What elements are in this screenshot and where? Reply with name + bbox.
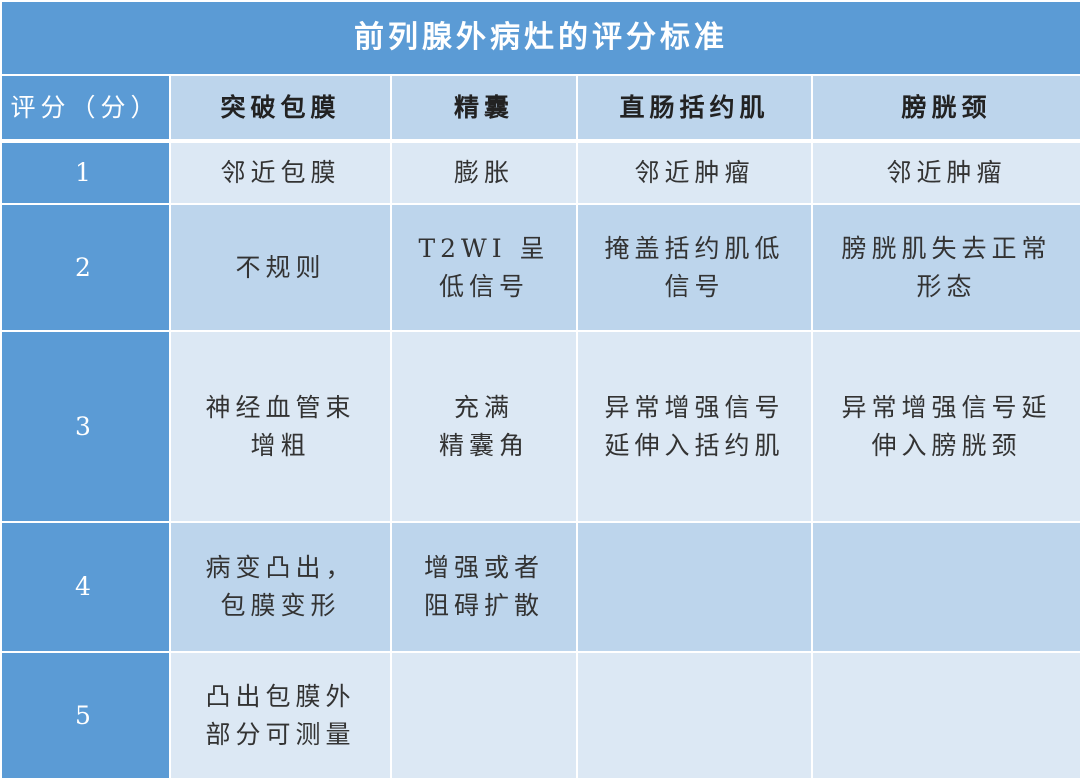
criteria-cell: 掩盖括约肌低 信号 — [576, 203, 813, 332]
table-body: 1 邻近包膜 膨胀 邻近肿瘤 邻近肿瘤 2 不规则 T2WI 呈 低信号 掩盖括约肌低 信号 膀胱… — [0, 141, 1080, 780]
score-cell: 4 — [0, 521, 171, 653]
criteria-cell: 异常增强信号延 伸入膀胱颈 — [811, 330, 1080, 523]
score-cell: 3 — [0, 330, 171, 523]
table-row: 2 不规则 T2WI 呈 低信号 掩盖括约肌低 信号 膀胱肌失去正常 形态 — [0, 203, 1080, 332]
score-cell: 2 — [0, 203, 171, 332]
table-row: 4 病变凸出， 包膜变形 增强或者 阻碍扩散 — [0, 521, 1080, 653]
criteria-cell: T2WI 呈 低信号 — [390, 203, 578, 332]
criteria-cell — [390, 651, 578, 780]
criteria-cell: 不规则 — [169, 203, 392, 332]
table-row: 3 神经血管束 增粗 充满 精囊角 异常增强信号 延伸入括约肌 异常增强信号延 伸入膀胱… — [0, 330, 1080, 523]
score-cell: 5 — [0, 651, 171, 780]
scoring-table: 前列腺外病灶的评分标准 评分（分） 突破包膜 精囊 直肠括约肌 膀胱颈 — [0, 0, 1080, 141]
criteria-cell — [811, 651, 1080, 780]
criteria-cell: 邻近肿瘤 — [576, 141, 813, 205]
header-seminal-vesicle: 精囊 — [390, 74, 578, 141]
criteria-cell — [576, 651, 813, 780]
table-title: 前列腺外病灶的评分标准 — [0, 0, 1080, 76]
criteria-cell: 异常增强信号 延伸入括约肌 — [576, 330, 813, 523]
criteria-cell: 邻近肿瘤 — [811, 141, 1080, 205]
table-row: 5 凸出包膜外 部分可测量 — [0, 651, 1080, 780]
criteria-cell: 膀胱肌失去正常 形态 — [811, 203, 1080, 332]
criteria-cell: 邻近包膜 — [169, 141, 392, 205]
criteria-cell — [576, 521, 813, 653]
header-rectal-sphincter: 直肠括约肌 — [576, 74, 813, 141]
score-cell: 1 — [0, 141, 171, 205]
criteria-cell: 膨胀 — [390, 141, 578, 205]
criteria-cell: 病变凸出， 包膜变形 — [169, 521, 392, 653]
header-capsule: 突破包膜 — [169, 74, 392, 141]
criteria-cell — [811, 521, 1080, 653]
criteria-cell: 凸出包膜外 部分可测量 — [169, 651, 392, 780]
criteria-cell: 充满 精囊角 — [390, 330, 578, 523]
criteria-cell: 神经血管束 增粗 — [169, 330, 392, 523]
criteria-cell: 增强或者 阻碍扩散 — [390, 521, 578, 653]
table-row: 1 邻近包膜 膨胀 邻近肿瘤 邻近肿瘤 — [0, 141, 1080, 205]
header-bladder-neck: 膀胱颈 — [810, 74, 1080, 141]
header-score: 评分（分） — [0, 74, 171, 141]
